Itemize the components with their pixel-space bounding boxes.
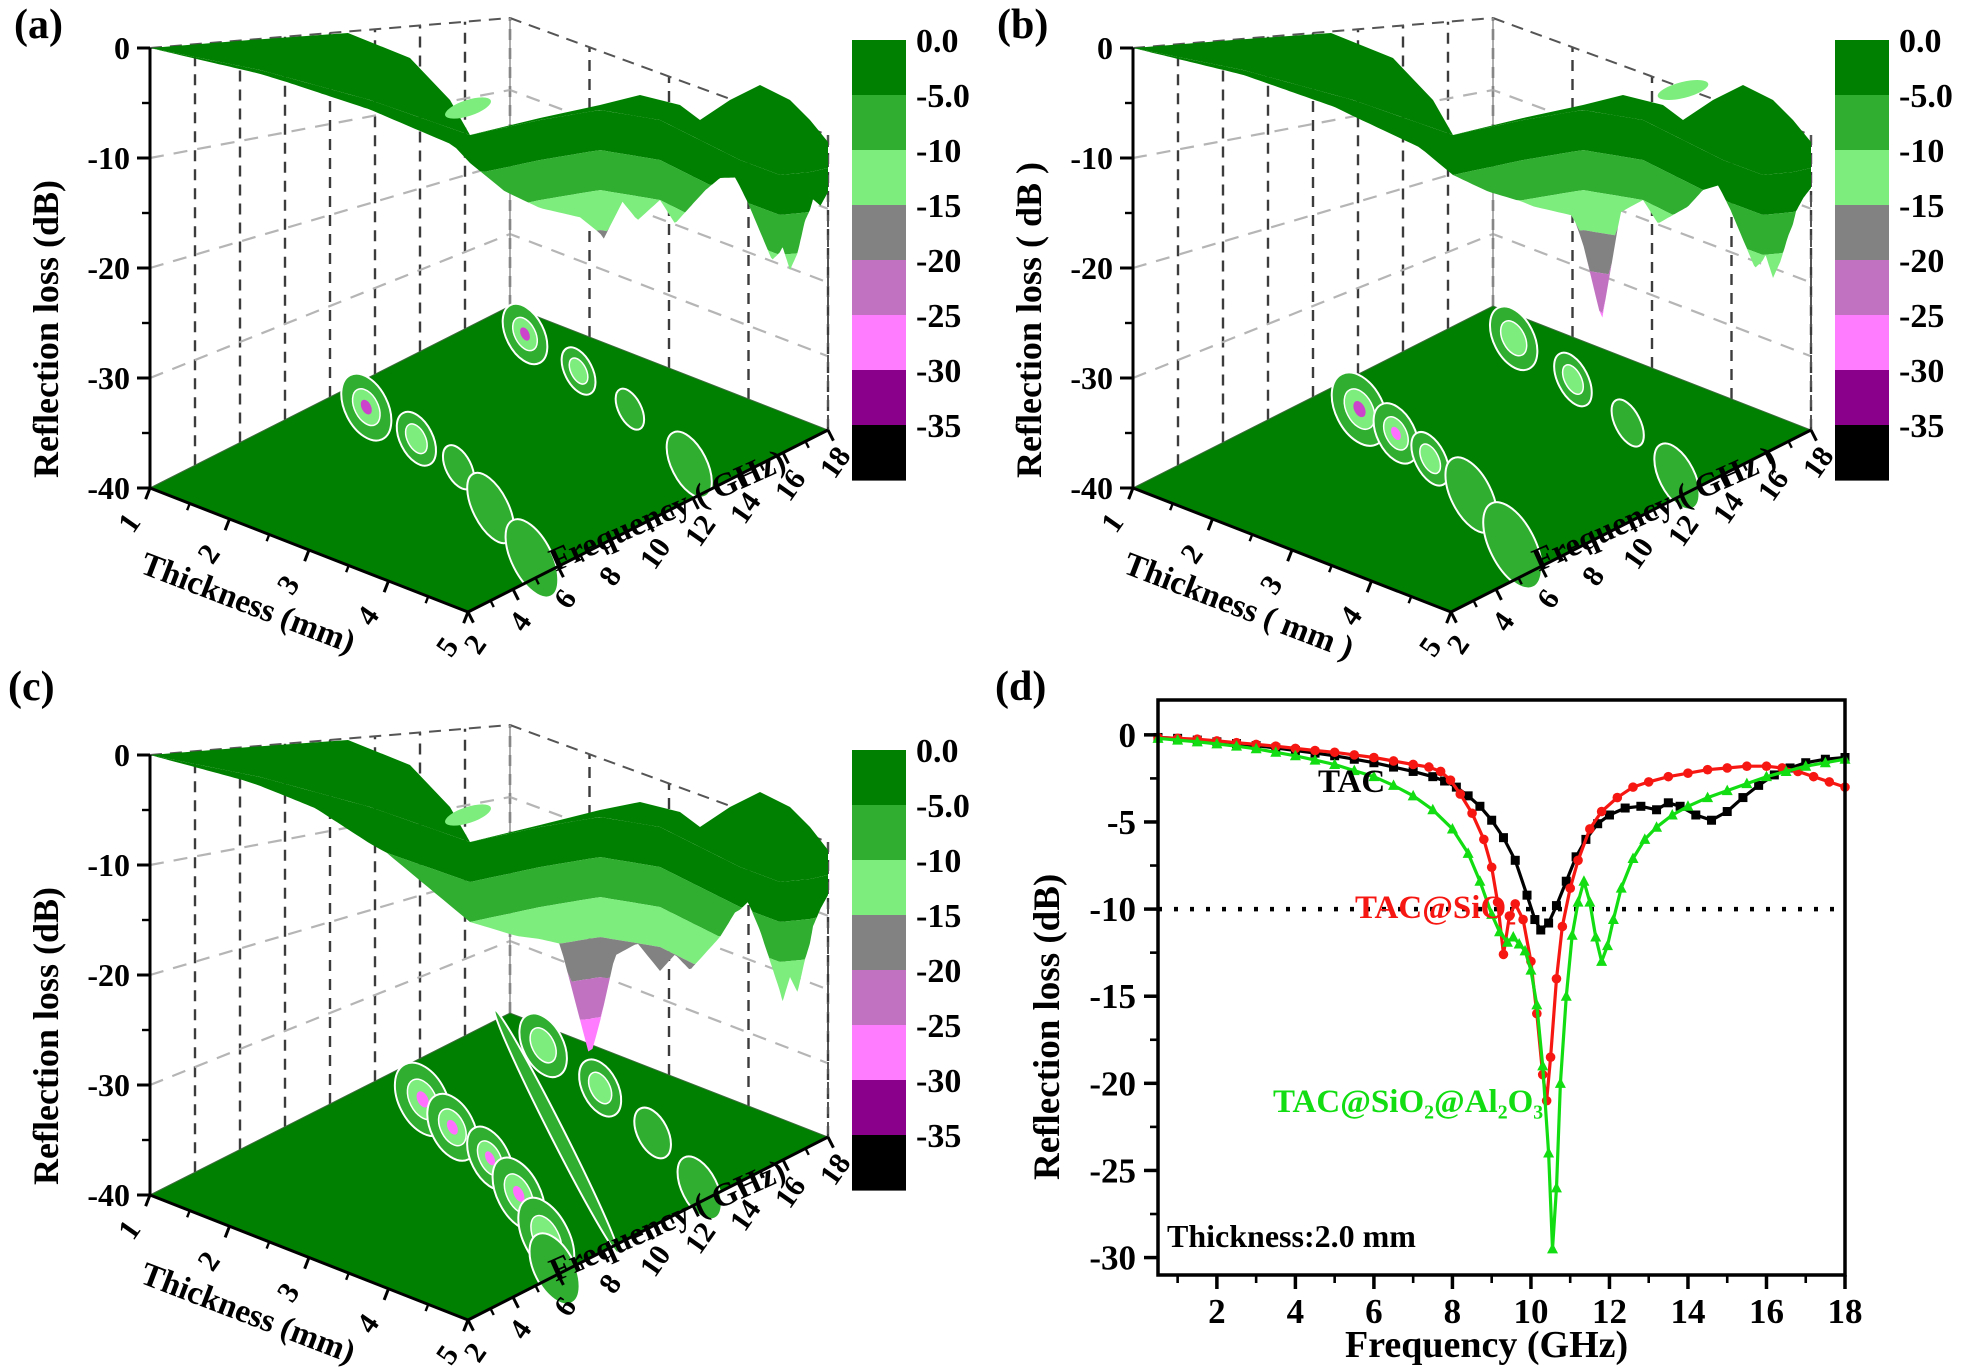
svg-text:0.0: 0.0 <box>916 733 959 770</box>
svg-text:-15: -15 <box>916 188 961 225</box>
svg-text:-10: -10 <box>1070 140 1113 176</box>
svg-text:2: 2 <box>458 1337 494 1368</box>
svg-text:6: 6 <box>548 583 584 614</box>
panel-d-y-axis-title: Reflection loss (dB) <box>1027 873 1068 1180</box>
svg-text:-15: -15 <box>916 898 961 935</box>
svg-text:-5.0: -5.0 <box>916 78 970 115</box>
svg-text:-35: -35 <box>1899 408 1944 445</box>
svg-text:18: 18 <box>813 1148 857 1192</box>
svg-text:0: 0 <box>1097 30 1113 66</box>
svg-text:-10: -10 <box>87 847 130 883</box>
panel-c-z-axis-title: Reflection loss (dB) <box>26 887 66 1185</box>
svg-text:1: 1 <box>112 1214 148 1245</box>
svg-text:-30: -30 <box>916 1063 961 1100</box>
svg-text:8: 8 <box>1576 561 1612 592</box>
svg-text:0: 0 <box>114 30 130 66</box>
legend-tac-sio2-al2o3: TAC@SiO₂@Al₂O₃ <box>1273 1084 1544 1120</box>
svg-text:5: 5 <box>430 631 466 660</box>
svg-text:-15: -15 <box>1899 188 1944 225</box>
svg-text:-10: -10 <box>1899 133 1944 170</box>
svg-text:-20: -20 <box>916 243 961 280</box>
panel-c-label: (c) <box>8 664 55 710</box>
svg-text:5: 5 <box>1413 631 1449 660</box>
svg-text:1: 1 <box>1095 507 1131 538</box>
svg-text:-15: -15 <box>1089 977 1136 1016</box>
panel-d-canvas: 0 -5 -10 -15 -20 -25 -30 2 4 6 8 10 12 14 16 18 <box>1089 698 1863 1331</box>
svg-text:-20: -20 <box>1070 250 1113 286</box>
svg-text:-10: -10 <box>87 140 130 176</box>
svg-text:18: 18 <box>813 441 857 485</box>
svg-text:6: 6 <box>1365 1292 1383 1331</box>
panel-b-3d-surface: 0 -10 -20 -30 -40 1 2 3 4 5 2 4 6 8 10 12 14 16 18 0.0 -5.0-… <box>983 0 1966 667</box>
svg-text:0: 0 <box>1119 716 1137 755</box>
svg-text:-20: -20 <box>916 953 961 990</box>
svg-text:16: 16 <box>1749 1292 1784 1331</box>
svg-text:-25: -25 <box>916 298 961 335</box>
svg-text:8: 8 <box>593 561 629 592</box>
svg-text:2: 2 <box>1208 1292 1226 1331</box>
svg-text:6: 6 <box>1531 583 1567 614</box>
svg-text:-25: -25 <box>916 1008 961 1045</box>
panel-c-canvas: 0-10-20-30-4012345246810121416180.0-5.0-… <box>87 724 970 1371</box>
svg-text:-10: -10 <box>1089 890 1136 929</box>
panel-a-label: (a) <box>14 2 63 48</box>
svg-text:-35: -35 <box>916 1118 961 1155</box>
panel-a-z-axis-title: Reflection loss (dB) <box>26 180 66 478</box>
svg-text:2: 2 <box>1441 629 1477 660</box>
svg-text:-40: -40 <box>1070 470 1113 506</box>
svg-text:-30: -30 <box>1089 1239 1136 1278</box>
svg-text:0.0: 0.0 <box>1899 23 1942 60</box>
svg-text:-40: -40 <box>87 470 130 506</box>
svg-text:2: 2 <box>458 629 494 660</box>
panel-d-line-chart: 0 -5 -10 -15 -20 -25 -30 2 4 6 8 10 12 14 16 18 (d) Ref… <box>983 660 1966 1371</box>
svg-text:-40: -40 <box>87 1177 130 1213</box>
svg-text:4: 4 <box>503 1314 539 1345</box>
svg-text:-30: -30 <box>916 353 961 390</box>
svg-text:-25: -25 <box>1899 298 1944 335</box>
svg-text:-20: -20 <box>1899 243 1944 280</box>
svg-text:4: 4 <box>503 606 539 637</box>
panel-d-label: (d) <box>995 664 1047 710</box>
svg-text:1: 1 <box>112 507 148 538</box>
panel-c-3d-surface: 0 -10 -20 -30 -40 1 2 3 4 5 2 4 6 8 10 12 14 16 18 0.0 -5.0-… <box>0 660 983 1371</box>
svg-text:-30: -30 <box>1070 360 1113 396</box>
thickness-annotation: Thickness:2.0 mm <box>1167 1218 1416 1254</box>
svg-text:18: 18 <box>1828 1292 1863 1331</box>
svg-text:-10: -10 <box>916 843 961 880</box>
panel-a-3d-surface: 0 -10 -20 -30 -40 1 2 3 4 5 2 4 6 8 10 12 14 16 18 0.0 -5.0-… <box>0 0 983 661</box>
panel-b-z-axis-title: Reflection loss ( dB ) <box>1009 162 1049 478</box>
svg-text:-5: -5 <box>1107 803 1136 842</box>
svg-text:12: 12 <box>1592 1292 1627 1331</box>
svg-text:-35: -35 <box>916 408 961 445</box>
svg-text:-30: -30 <box>1899 353 1944 390</box>
svg-text:-30: -30 <box>87 360 130 396</box>
panel-b-label: (b) <box>997 2 1049 48</box>
svg-text:10: 10 <box>1513 1292 1548 1331</box>
svg-text:-30: -30 <box>87 1067 130 1103</box>
svg-text:3: 3 <box>271 1277 307 1308</box>
svg-text:8: 8 <box>593 1268 629 1299</box>
panel-a-canvas: 0-10-20-30-4012345246810121416180.0-5.0-… <box>87 17 970 660</box>
svg-text:-5.0: -5.0 <box>1899 78 1953 115</box>
svg-text:4: 4 <box>1486 606 1522 637</box>
svg-text:18: 18 <box>1796 441 1840 485</box>
svg-text:-5.0: -5.0 <box>916 788 970 825</box>
legend-tac: TAC <box>1318 764 1386 800</box>
svg-text:0: 0 <box>114 737 130 773</box>
svg-text:8: 8 <box>1444 1292 1462 1331</box>
svg-text:0.0: 0.0 <box>916 23 959 60</box>
panel-d-x-axis-title: Frequency (GHz) <box>1345 1324 1629 1366</box>
svg-text:14: 14 <box>1670 1292 1705 1331</box>
svg-text:-20: -20 <box>87 957 130 993</box>
svg-text:-20: -20 <box>87 250 130 286</box>
svg-text:4: 4 <box>1287 1292 1305 1331</box>
svg-text:-25: -25 <box>1089 1151 1136 1190</box>
legend-tac-sio2: TAC@SiO₂ <box>1355 890 1517 926</box>
panel-b-canvas: 0-10-20-30-4012345246810121416180.0-5.0-… <box>1070 17 1953 660</box>
svg-text:-20: -20 <box>1089 1064 1136 1103</box>
svg-text:2: 2 <box>191 1246 227 1277</box>
svg-text:-10: -10 <box>916 133 961 170</box>
